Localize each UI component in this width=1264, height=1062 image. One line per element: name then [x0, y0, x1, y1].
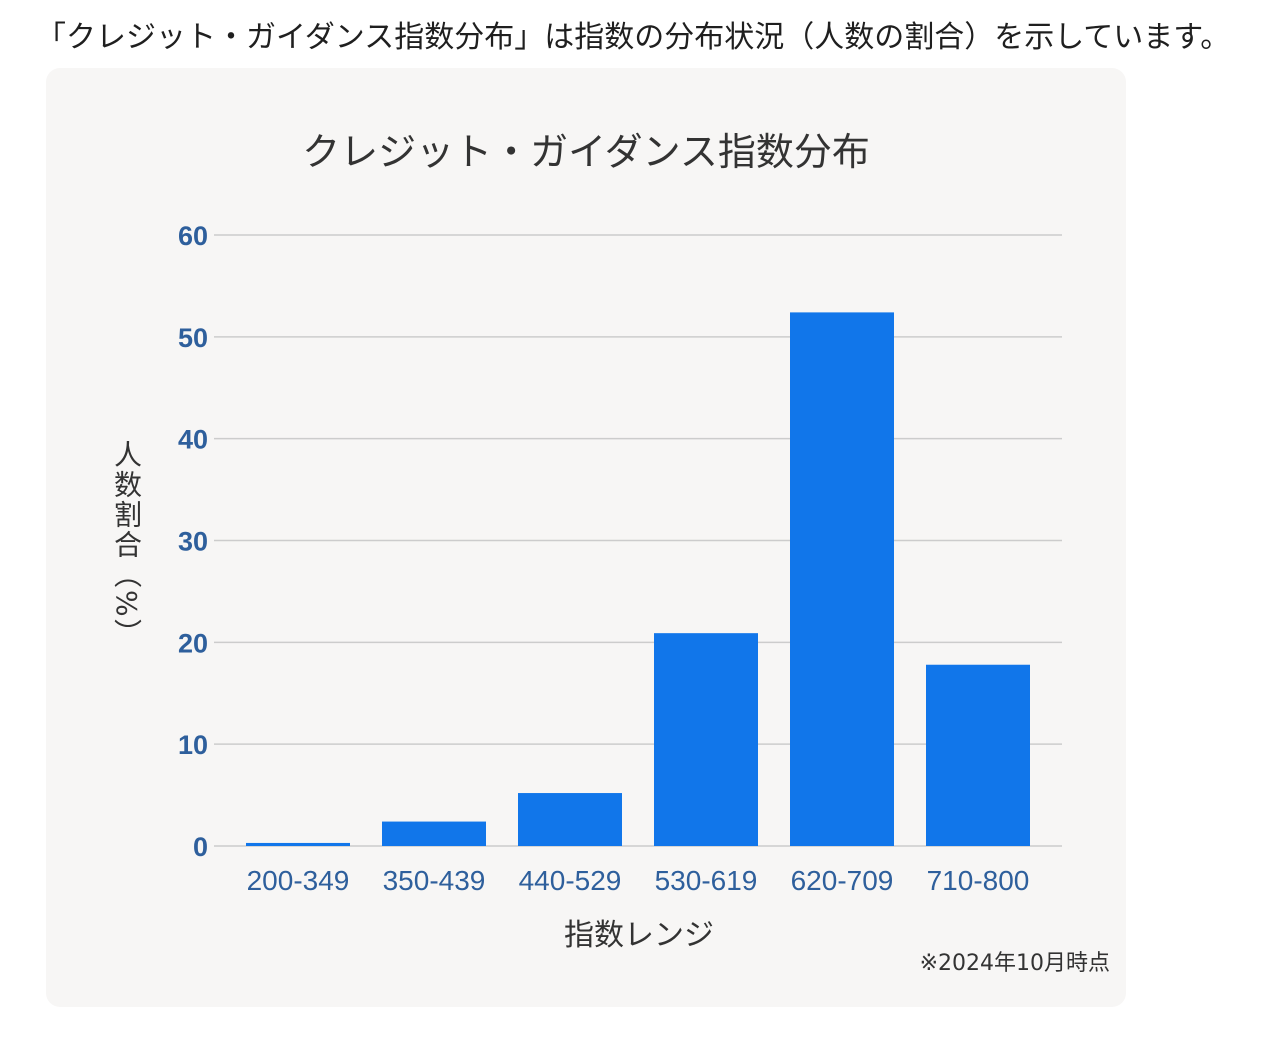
x-tick-label: 620-709	[791, 865, 894, 896]
x-tick-label: 530-619	[655, 865, 758, 896]
x-axis-label: 指数レンジ	[564, 918, 714, 953]
intro-text: 「クレジット・ガイダンス指数分布」は指数の分布状況（人数の割合）を示しています。	[36, 20, 1231, 55]
x-tick-label: 350-439	[383, 865, 486, 896]
y-tick-label: 50	[178, 323, 208, 353]
bar-440-529	[518, 793, 622, 846]
y-tick-label: 40	[178, 425, 208, 455]
y-tick-label: 30	[178, 527, 208, 557]
date-note: ※2024年10月時点	[919, 951, 1110, 976]
y-tick-label: 60	[178, 221, 208, 251]
x-tick-label: 200-349	[247, 865, 350, 896]
chart-title: クレジット・ガイダンス指数分布	[302, 130, 870, 174]
bar-710-800	[926, 664, 1030, 846]
chart-card	[46, 68, 1126, 1007]
bar-200-349	[246, 842, 350, 846]
bar-530-619	[654, 633, 758, 846]
y-axis-label: 人数割合（%）	[110, 440, 143, 649]
y-tick-label: 0	[193, 832, 208, 862]
x-tick-label: 710-800	[927, 865, 1030, 896]
x-tick-label: 440-529	[519, 865, 622, 896]
y-tick-label: 10	[178, 730, 208, 760]
bar-620-709	[790, 312, 894, 847]
y-tick-label: 20	[178, 628, 208, 658]
bar-350-439	[382, 821, 486, 846]
